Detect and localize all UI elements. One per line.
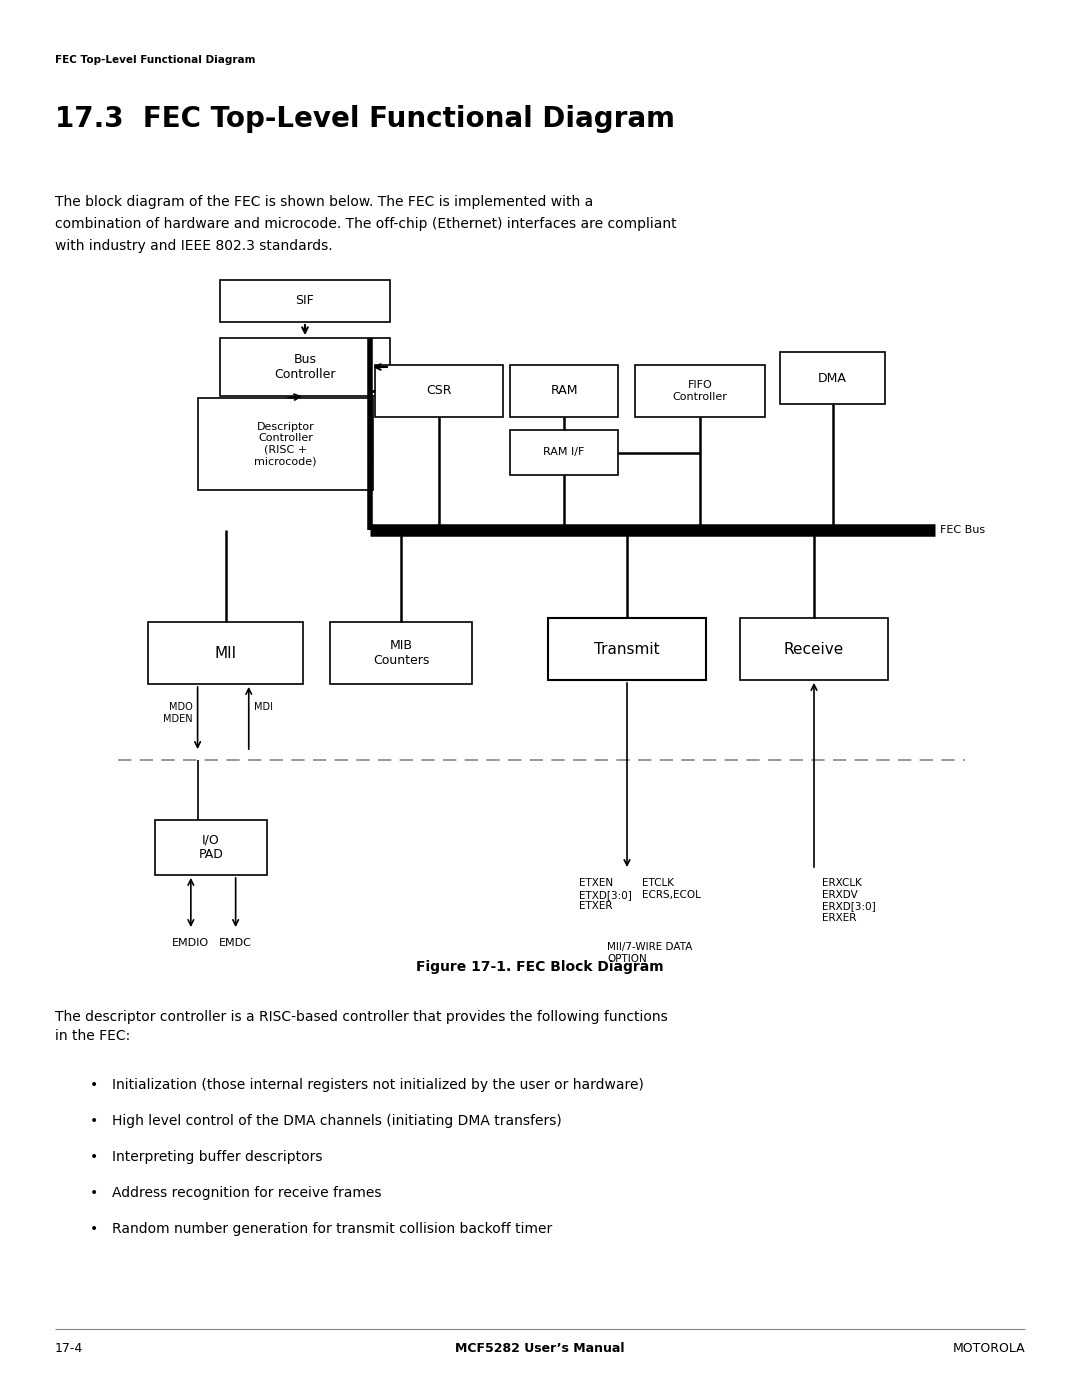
Bar [156, 820, 267, 875]
Text: The block diagram of the FEC is shown below. The FEC is implemented with a: The block diagram of the FEC is shown be… [55, 196, 593, 210]
Text: DMA: DMA [818, 372, 847, 384]
Text: CSR: CSR [427, 384, 451, 398]
Text: SIF: SIF [296, 295, 314, 307]
Text: FEC Bus: FEC Bus [940, 525, 985, 535]
Text: 17.3  FEC Top-Level Functional Diagram: 17.3 FEC Top-Level Functional Diagram [55, 105, 675, 133]
Bar [635, 365, 765, 416]
Text: MCF5282 User’s Manual: MCF5282 User’s Manual [456, 1343, 624, 1355]
Text: combination of hardware and microcode. The off-chip (Ethernet) interfaces are co: combination of hardware and microcode. T… [55, 217, 677, 231]
Text: MIB
Counters: MIB Counters [373, 638, 429, 666]
Bar [740, 617, 888, 680]
Bar [148, 622, 303, 685]
Text: FEC Top-Level Functional Diagram: FEC Top-Level Functional Diagram [55, 54, 256, 66]
Text: •: • [90, 1186, 98, 1200]
Text: •: • [90, 1150, 98, 1164]
Text: Figure 17-1. FEC Block Diagram: Figure 17-1. FEC Block Diagram [416, 960, 664, 974]
Bar [510, 430, 618, 475]
Text: MII: MII [215, 645, 237, 661]
Bar [375, 365, 503, 416]
Bar [510, 365, 618, 416]
Text: High level control of the DMA channels (initiating DMA transfers): High level control of the DMA channels (… [112, 1113, 562, 1127]
Bar [220, 279, 390, 321]
Text: •: • [90, 1113, 98, 1127]
Text: I/O
PAD: I/O PAD [199, 834, 224, 862]
Bar [780, 352, 885, 404]
Text: RAM: RAM [550, 384, 578, 398]
Text: FIFO
Controller: FIFO Controller [673, 380, 728, 402]
Bar [198, 398, 373, 490]
Bar [330, 622, 472, 685]
Text: Interpreting buffer descriptors: Interpreting buffer descriptors [112, 1150, 323, 1164]
Text: Receive: Receive [784, 641, 845, 657]
Text: Initialization (those internal registers not initialized by the user or hardware: Initialization (those internal registers… [112, 1078, 644, 1092]
Text: Transmit: Transmit [594, 641, 660, 657]
Text: EMDIO: EMDIO [173, 937, 210, 949]
Text: MDO
MDEN: MDO MDEN [163, 703, 192, 724]
Text: MII/7-WIRE DATA
OPTION: MII/7-WIRE DATA OPTION [607, 942, 692, 964]
Text: ETXEN
ETXD[3:0]
ETXER: ETXEN ETXD[3:0] ETXER [579, 877, 632, 911]
Text: Address recognition for receive frames: Address recognition for receive frames [112, 1186, 381, 1200]
Text: •: • [90, 1078, 98, 1092]
Text: 17-4: 17-4 [55, 1343, 83, 1355]
Text: RAM I/F: RAM I/F [543, 447, 584, 457]
Text: ERXCLK
ERXDV
ERXD[3:0]
ERXER: ERXCLK ERXDV ERXD[3:0] ERXER [822, 877, 876, 923]
Text: EMDC: EMDC [219, 937, 252, 949]
Text: Random number generation for transmit collision backoff timer: Random number generation for transmit co… [112, 1222, 552, 1236]
Bar [548, 617, 706, 680]
Text: with industry and IEEE 802.3 standards.: with industry and IEEE 802.3 standards. [55, 239, 333, 253]
Text: MOTOROLA: MOTOROLA [953, 1343, 1025, 1355]
Text: •: • [90, 1222, 98, 1236]
Bar [220, 338, 390, 395]
Text: MDI: MDI [254, 703, 273, 712]
Text: Bus
Controller: Bus Controller [274, 353, 336, 381]
Text: ETCLK
ECRS,ECOL: ETCLK ECRS,ECOL [642, 877, 701, 900]
Text: The descriptor controller is a RISC-based controller that provides the following: The descriptor controller is a RISC-base… [55, 1010, 667, 1044]
Text: Descriptor
Controller
(RISC +
microcode): Descriptor Controller (RISC + microcode) [254, 422, 316, 467]
